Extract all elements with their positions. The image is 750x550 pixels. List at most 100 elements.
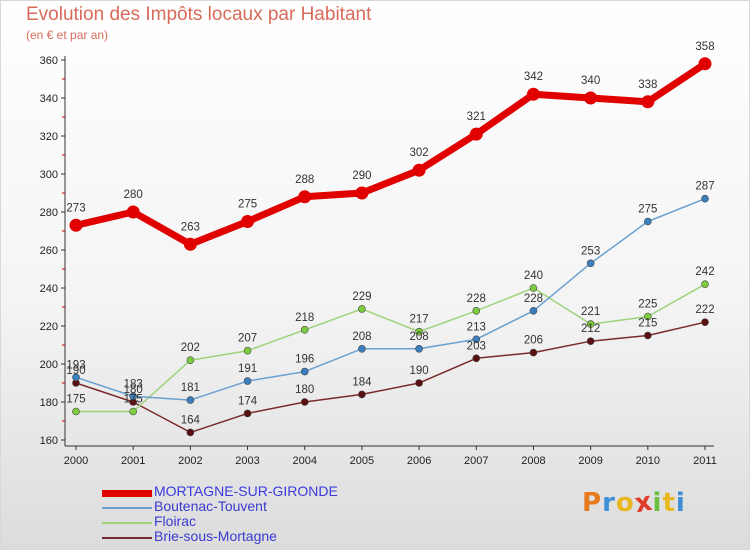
data-point — [241, 215, 255, 228]
y-tick-label: 220 — [40, 321, 58, 333]
data-label: 208 — [352, 331, 371, 343]
data-label: 213 — [467, 321, 486, 333]
data-point — [415, 379, 423, 387]
y-tick-label: 340 — [40, 93, 58, 105]
series-line — [75, 60, 707, 248]
data-label: 202 — [181, 342, 200, 354]
data-label: 225 — [638, 299, 657, 311]
data-label: 190 — [66, 365, 85, 377]
data-label: 342 — [524, 71, 543, 83]
data-label: 290 — [352, 170, 371, 182]
data-point — [701, 318, 709, 327]
data-label: 340 — [581, 75, 600, 87]
data-label: 275 — [238, 199, 257, 211]
data-label: 212 — [581, 323, 600, 335]
data-label: 190 — [409, 365, 428, 377]
data-label: 215 — [638, 318, 657, 330]
data-label: 358 — [695, 41, 714, 53]
data-point — [129, 407, 137, 416]
data-point — [72, 373, 80, 382]
legend-label: MORTAGNE-SUR-GIRONDE — [154, 483, 338, 499]
logo-letter: r — [602, 488, 616, 518]
x-tick-label: 2000 — [64, 455, 88, 467]
data-point — [469, 127, 483, 141]
data-label: 184 — [352, 376, 372, 388]
data-point — [355, 186, 369, 200]
legend-label: Brie-sous-Mortagne — [154, 528, 277, 544]
data-point — [358, 305, 366, 313]
data-point — [69, 218, 83, 232]
data-point — [644, 331, 652, 340]
data-label: 263 — [181, 221, 200, 233]
data-point — [129, 392, 137, 401]
data-label: 217 — [409, 314, 428, 326]
logo-letter: i — [652, 488, 663, 518]
data-label: 180 — [124, 384, 143, 396]
data-point — [529, 348, 538, 357]
data-label: 181 — [181, 382, 200, 394]
data-point — [72, 407, 80, 416]
data-point — [472, 306, 481, 315]
x-tick-label: 2002 — [178, 455, 202, 467]
data-point — [183, 237, 197, 251]
x-tick-label: 2004 — [292, 455, 316, 467]
data-label: 280 — [124, 189, 143, 201]
y-tick-label: 160 — [40, 435, 58, 447]
y-tick-label: 320 — [40, 131, 58, 143]
data-point — [586, 320, 595, 328]
data-label: 273 — [66, 202, 85, 214]
data-point — [586, 259, 595, 268]
data-label: 229 — [352, 291, 371, 303]
data-label: 206 — [524, 335, 543, 347]
legend-swatch — [102, 507, 152, 509]
data-label: 228 — [467, 293, 486, 305]
data-label: 338 — [638, 79, 657, 91]
data-label: 196 — [295, 354, 314, 366]
data-point — [412, 163, 426, 177]
x-tick-label: 2008 — [521, 455, 545, 467]
data-label: 242 — [695, 266, 714, 278]
logo-letter: o — [615, 488, 635, 518]
legend-swatch — [102, 537, 152, 539]
y-tick-label: 260 — [40, 245, 58, 257]
legend-label: Floirac — [154, 513, 197, 529]
y-tick-label: 300 — [40, 169, 58, 181]
legend-swatch — [102, 522, 152, 524]
y-tick-label: 240 — [40, 283, 58, 295]
data-point — [298, 190, 312, 204]
x-tick-label: 2001 — [121, 455, 145, 467]
data-point — [358, 344, 366, 353]
data-point — [472, 335, 481, 344]
data-point — [644, 312, 652, 321]
data-point — [529, 284, 538, 292]
data-label: 203 — [467, 340, 486, 352]
data-label: 191 — [238, 363, 257, 375]
data-label: 207 — [238, 333, 257, 345]
data-label: 193 — [66, 359, 85, 371]
x-tick-label: 2009 — [578, 455, 602, 467]
x-tick-label: 2011 — [693, 455, 717, 467]
data-label: 240 — [524, 270, 543, 282]
data-label: 228 — [524, 293, 543, 305]
logo-letter: i — [675, 488, 686, 518]
data-point — [584, 91, 598, 105]
logo-letter: t — [662, 488, 676, 518]
data-label: 221 — [581, 306, 600, 318]
proxiti-logo: Proxiti — [582, 487, 686, 520]
data-point — [641, 95, 655, 109]
data-label: 180 — [295, 384, 314, 396]
x-tick-label: 2006 — [407, 455, 431, 467]
data-label: 164 — [181, 414, 201, 426]
data-point — [300, 398, 309, 406]
data-label: 287 — [695, 181, 714, 193]
chart-title: Evolution des Impôts locaux par Habitant — [26, 4, 372, 25]
data-label: 321 — [467, 111, 486, 123]
data-label: 218 — [295, 312, 314, 324]
data-point — [586, 337, 595, 346]
data-label: 253 — [581, 245, 600, 257]
logo-letter: P — [582, 488, 603, 518]
x-tick-label: 2007 — [464, 455, 488, 467]
data-point — [415, 327, 423, 336]
